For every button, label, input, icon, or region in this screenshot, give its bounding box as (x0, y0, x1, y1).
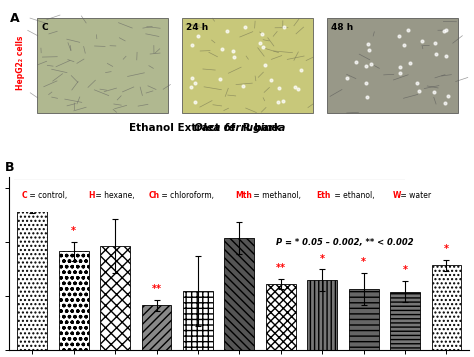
Text: R bark: R bark (239, 123, 282, 133)
Text: 24 h: 24 h (186, 22, 209, 31)
Bar (327, 18, 458, 113)
Text: B: B (5, 161, 14, 174)
Text: *: * (361, 257, 366, 267)
Text: C: C (42, 22, 48, 31)
Text: **: ** (152, 284, 162, 294)
Bar (349, 289, 379, 350)
Bar (266, 284, 296, 350)
Bar (37, 18, 168, 113)
Text: *: * (71, 226, 76, 236)
Bar (431, 265, 461, 350)
Bar (307, 280, 337, 350)
Text: HepG2₂ cells: HepG2₂ cells (17, 35, 26, 90)
Bar (225, 238, 254, 350)
Bar (182, 18, 313, 113)
Text: 48 h: 48 h (331, 22, 354, 31)
Text: Olea ferruginea: Olea ferruginea (194, 123, 285, 133)
Bar (183, 291, 213, 350)
Bar (142, 305, 172, 350)
Text: A: A (9, 12, 19, 25)
Text: *: * (402, 266, 408, 276)
Text: *: * (444, 245, 449, 255)
Bar (390, 292, 420, 350)
Text: *: * (320, 253, 325, 263)
Bar (18, 208, 47, 350)
Bar (59, 251, 89, 350)
Text: P = * 0.05 – 0.002, ** < 0.002: P = * 0.05 – 0.002, ** < 0.002 (276, 238, 414, 247)
Text: **: ** (276, 263, 286, 273)
Text: Ethanol Extract of: Ethanol Extract of (129, 123, 239, 133)
Bar (100, 246, 130, 350)
